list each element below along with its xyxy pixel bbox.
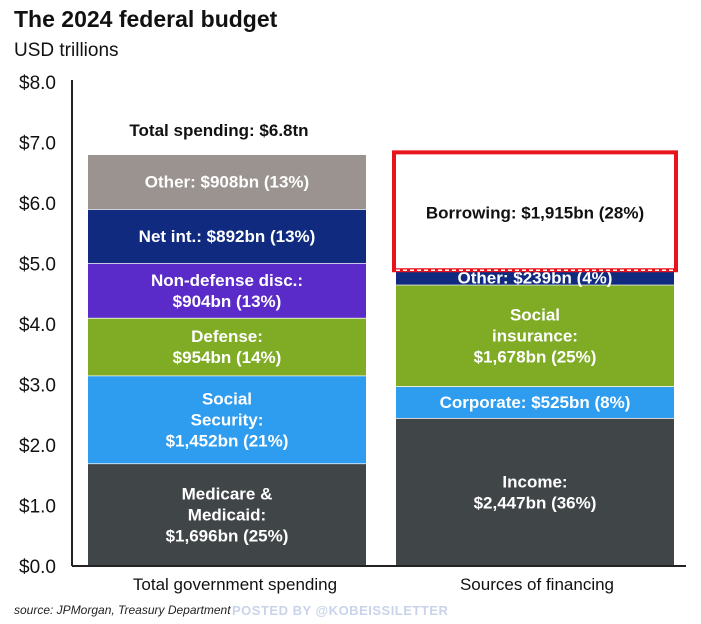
source-note: source: JPMorgan, Treasury Department xyxy=(14,603,231,617)
bar-segment-non-defense-disc xyxy=(88,263,366,318)
segment-label: Social Security: $1,452bn (21%) xyxy=(166,389,289,450)
x-category-label: Sources of financing xyxy=(460,575,614,594)
segment-label: Social insurance: $1,678bn (25%) xyxy=(474,305,597,366)
segment-label: Corporate: $525bn (8%) xyxy=(440,393,631,412)
segment-label: Defense: $954bn (14%) xyxy=(173,327,282,367)
chart-title: The 2024 federal budget xyxy=(14,6,278,32)
bar-segment-defense xyxy=(88,317,366,376)
bar-segment-corporate xyxy=(396,386,674,418)
segment-label: Net int.: $892bn (13%) xyxy=(139,227,316,246)
segment-label: Non-defense disc.: $904bn (13%) xyxy=(151,271,303,311)
chart-subtitle: USD trillions xyxy=(14,40,119,61)
segment-label: Medicare & Medicaid: $1,696bn (25%) xyxy=(166,485,289,546)
bar-segment-medicare-medicaid xyxy=(88,463,366,566)
y-tick-label: $5.0 xyxy=(19,255,56,276)
y-tick-label: $7.0 xyxy=(19,134,56,155)
watermark: POSTED BY @KOBEISSILETTER xyxy=(232,603,449,618)
y-tick-label: $2.0 xyxy=(19,436,56,457)
bar-segment-borrowing xyxy=(392,150,678,273)
y-tick-label: $6.0 xyxy=(19,194,56,215)
y-tick-label: $0.0 xyxy=(19,557,56,578)
bar-segment-social-security xyxy=(88,375,366,464)
total-spending-label: Total spending: $6.8tn xyxy=(129,121,308,140)
segment-label: Other: $908bn (13%) xyxy=(145,173,309,192)
bar-segment-other xyxy=(396,270,674,285)
x-category-label: Total government spending xyxy=(133,575,337,594)
bar-segment-income xyxy=(396,417,674,566)
segment-label: Other: $239bn (4%) xyxy=(458,268,613,287)
bar-segment-social-insurance xyxy=(396,284,674,387)
segment-label: Income: $2,447bn (36%) xyxy=(474,472,597,512)
bar-segment-other xyxy=(88,154,366,210)
y-tick-label: $3.0 xyxy=(19,376,56,397)
y-tick-label: $4.0 xyxy=(19,315,56,336)
segment-label: Borrowing: $1,915bn (28%) xyxy=(426,203,644,222)
y-tick-label: $1.0 xyxy=(19,497,56,518)
bar-segment-net-int xyxy=(88,209,366,264)
y-tick-label: $8.0 xyxy=(19,73,56,94)
